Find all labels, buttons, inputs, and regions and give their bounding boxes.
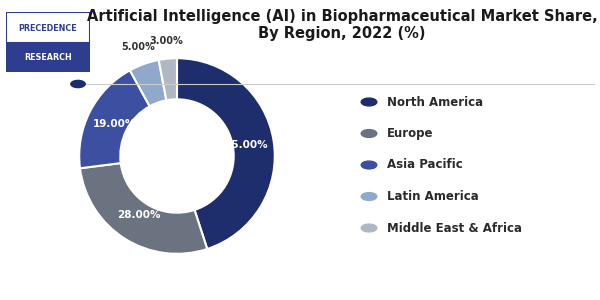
Text: RESEARCH: RESEARCH <box>24 52 72 62</box>
Wedge shape <box>158 58 177 100</box>
Wedge shape <box>177 58 275 249</box>
Text: 5.00%: 5.00% <box>121 42 155 52</box>
Wedge shape <box>80 163 207 254</box>
Text: 28.00%: 28.00% <box>118 210 161 220</box>
Text: Europe: Europe <box>387 127 433 140</box>
Text: 19.00%: 19.00% <box>92 119 136 129</box>
Text: North America: North America <box>387 95 483 109</box>
Text: Middle East & Africa: Middle East & Africa <box>387 221 522 235</box>
FancyBboxPatch shape <box>6 12 90 72</box>
Text: 3.00%: 3.00% <box>149 36 183 46</box>
Wedge shape <box>79 70 149 168</box>
Wedge shape <box>130 60 166 106</box>
Text: Latin America: Latin America <box>387 190 479 203</box>
Text: Artificial Intelligence (AI) in Biopharmaceutical Market Share,
By Region, 2022 : Artificial Intelligence (AI) in Biopharm… <box>86 9 598 41</box>
Text: 45.00%: 45.00% <box>225 140 268 150</box>
Text: PRECEDENCE: PRECEDENCE <box>19 24 77 33</box>
Text: Asia Pacific: Asia Pacific <box>387 158 463 172</box>
Bar <box>6 42 90 72</box>
